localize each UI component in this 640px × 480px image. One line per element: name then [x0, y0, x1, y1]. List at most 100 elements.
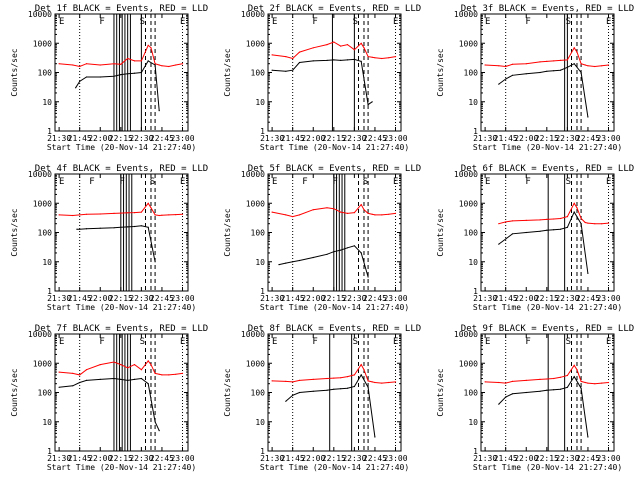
data-point	[360, 364, 362, 366]
data-point	[353, 385, 355, 388]
data-point	[539, 390, 541, 392]
data-point	[333, 59, 335, 61]
data-point	[340, 45, 342, 47]
x-tick-label: 22:15	[322, 294, 346, 303]
x-tick-label: 22:00	[301, 454, 325, 463]
data-point	[147, 226, 149, 228]
data-point	[388, 57, 390, 59]
data-point	[292, 261, 294, 263]
x-tick-label: 22:45	[150, 294, 174, 303]
event-letter: F	[89, 177, 94, 187]
data-point	[58, 63, 60, 65]
panel: Det 9f BLACK = Events, RED = LLD 1 10 100 10…	[436, 324, 634, 472]
event-letter: E	[393, 337, 398, 347]
x-tick-label: 23:00	[383, 454, 407, 463]
data-point	[312, 256, 314, 259]
data-point	[371, 213, 373, 215]
y-tick-label: 10000	[454, 170, 478, 179]
data-point	[394, 212, 397, 214]
panel: Det 3f BLACK = Events, RED = LLD 1 10 100 10…	[436, 4, 634, 152]
data-point	[566, 374, 569, 377]
data-point	[168, 65, 170, 68]
x-tick-label: 22:00	[514, 454, 538, 463]
data-point	[607, 222, 610, 224]
data-point	[553, 70, 555, 72]
x-tick-label: 22:30	[555, 294, 579, 303]
data-point	[607, 381, 610, 384]
y-tick-label: 100	[251, 389, 266, 398]
data-point	[367, 276, 369, 278]
x-tick-label: 23:00	[596, 454, 620, 463]
y-tick-label: 10	[255, 98, 265, 107]
data-point	[120, 212, 122, 214]
data-point	[85, 228, 88, 230]
data-point	[587, 272, 589, 274]
data-point	[601, 382, 603, 384]
x-tick-label: 21:45	[281, 454, 305, 463]
data-point	[161, 214, 163, 216]
data-point	[381, 214, 383, 216]
data-point	[584, 64, 586, 66]
events-series-line	[278, 245, 369, 278]
x-tick-label: 22:45	[576, 454, 600, 463]
data-point	[353, 58, 355, 61]
lld-series-line	[485, 46, 609, 68]
x-tick-label: 22:15	[535, 454, 559, 463]
data-point	[498, 403, 500, 405]
x-tick-label: 21:45	[494, 454, 518, 463]
data-point	[85, 63, 88, 65]
data-point	[546, 60, 548, 63]
x-tick-label: 22:45	[150, 454, 174, 463]
events-series-line	[498, 211, 589, 274]
data-point	[360, 42, 362, 44]
x-tick-label: 22:30	[129, 454, 153, 463]
data-point	[546, 378, 548, 380]
event-letter: S	[566, 17, 571, 27]
data-point	[573, 202, 575, 204]
event-letter: E	[606, 337, 611, 347]
data-point	[99, 364, 101, 366]
data-point	[360, 60, 362, 63]
data-point	[58, 214, 60, 216]
y-tick-label: 10000	[241, 330, 265, 339]
event-letter: E	[485, 177, 490, 187]
data-point	[333, 41, 335, 43]
data-point	[79, 214, 81, 216]
data-point	[133, 364, 136, 366]
y-tick-label: 100	[251, 69, 266, 78]
data-point	[525, 231, 527, 234]
data-point	[292, 394, 294, 396]
data-point	[113, 377, 115, 380]
data-point	[154, 64, 156, 66]
x-axis-label: Start Time (20-Nov-14 21:27:40)	[47, 143, 196, 152]
x-tick-label: 22:00	[514, 134, 538, 143]
data-point	[154, 214, 156, 216]
event-letter: E	[180, 177, 185, 187]
data-point	[353, 49, 355, 51]
x-tick-label: 22:45	[363, 134, 387, 143]
y-tick-label: 1	[473, 127, 478, 136]
data-point	[576, 51, 578, 53]
x-tick-label: 21:45	[281, 294, 305, 303]
x-tick-label: 21:30	[47, 454, 71, 463]
event-letter: F	[525, 337, 530, 347]
y-axis-label: Counts/sec	[223, 48, 232, 96]
events-series-line	[498, 63, 589, 118]
data-point	[79, 374, 81, 376]
data-point	[587, 65, 589, 67]
data-point	[72, 214, 74, 217]
data-point	[158, 110, 160, 112]
data-point	[175, 214, 177, 216]
data-point	[340, 249, 342, 251]
x-tick-label: 22:15	[109, 134, 133, 143]
lld-series-line	[498, 202, 609, 225]
data-point	[285, 214, 287, 216]
x-axis-label: Start Time (20-Nov-14 21:27:40)	[473, 143, 622, 152]
data-point	[79, 381, 81, 384]
data-point	[271, 211, 273, 213]
data-point	[573, 364, 575, 366]
data-point	[147, 202, 149, 204]
event-letter: E	[606, 17, 611, 27]
data-point	[154, 372, 156, 374]
panel: Det 7f BLACK = Events, RED = LLD 1 10 100 10…	[10, 324, 208, 472]
